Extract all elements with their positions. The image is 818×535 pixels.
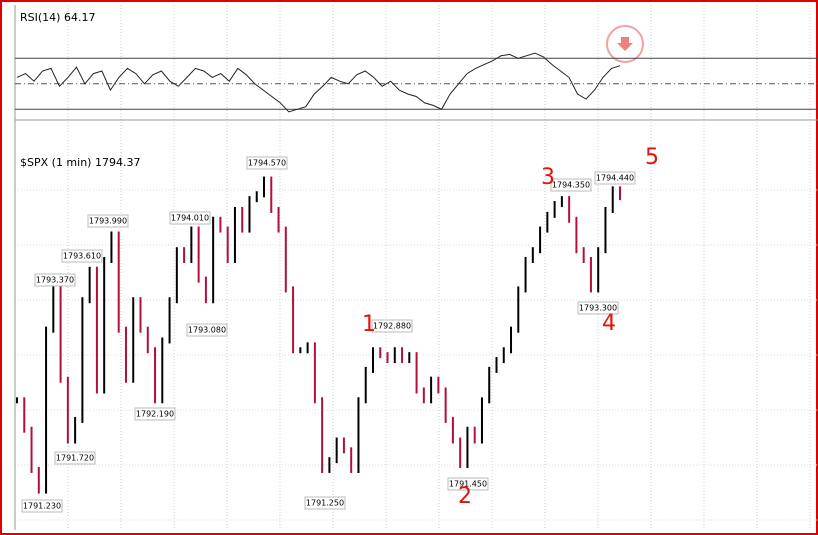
price-label: 1792.880 bbox=[373, 322, 411, 331]
price-label: 1794.350 bbox=[552, 181, 590, 190]
price-label-box bbox=[246, 156, 288, 170]
price-label: 1791.250 bbox=[306, 499, 344, 508]
price-label-box bbox=[54, 451, 96, 465]
price-label-box bbox=[134, 407, 176, 421]
grid bbox=[15, 5, 818, 530]
price-label: 1793.370 bbox=[36, 276, 74, 285]
price-label: 1791.230 bbox=[23, 502, 61, 511]
price-label-box bbox=[447, 477, 489, 491]
price-label: 1794.570 bbox=[248, 159, 286, 168]
price-label-box bbox=[594, 171, 636, 185]
alert-arrow[interactable] bbox=[617, 37, 633, 51]
wave-label: 2 bbox=[458, 484, 472, 509]
price-label: 1793.080 bbox=[188, 326, 226, 335]
price-label-box bbox=[304, 496, 346, 510]
price-label-box bbox=[371, 319, 413, 333]
wave-label: 3 bbox=[541, 165, 555, 190]
rsi-line bbox=[16, 52, 621, 113]
price-label: 1793.300 bbox=[579, 304, 617, 313]
price-label-box bbox=[186, 323, 228, 337]
price-label-box bbox=[34, 273, 76, 287]
price-label-box bbox=[61, 249, 103, 263]
price-label: 1791.450 bbox=[449, 480, 487, 489]
price-label-box bbox=[87, 214, 129, 228]
price-label: 1793.610 bbox=[63, 252, 101, 261]
price-label-box bbox=[21, 499, 63, 513]
wave-label: 4 bbox=[602, 311, 616, 336]
wave-label: 5 bbox=[645, 145, 659, 170]
rsi-title: RSI(14) 64.17 bbox=[20, 11, 95, 24]
price-label: 1791.720 bbox=[56, 454, 94, 463]
wave-label: 1 bbox=[362, 312, 376, 337]
alert-icon[interactable] bbox=[606, 25, 644, 63]
price-label-box bbox=[169, 211, 211, 225]
price-label: 1794.440 bbox=[596, 174, 634, 183]
price-title: $SPX (1 min) 1794.37 bbox=[20, 156, 140, 169]
price-label-box bbox=[550, 178, 592, 192]
price-label-box bbox=[577, 301, 619, 315]
price-label: 1793.990 bbox=[89, 217, 127, 226]
price-label: 1792.190 bbox=[136, 410, 174, 419]
price-label: 1794.010 bbox=[171, 214, 209, 223]
